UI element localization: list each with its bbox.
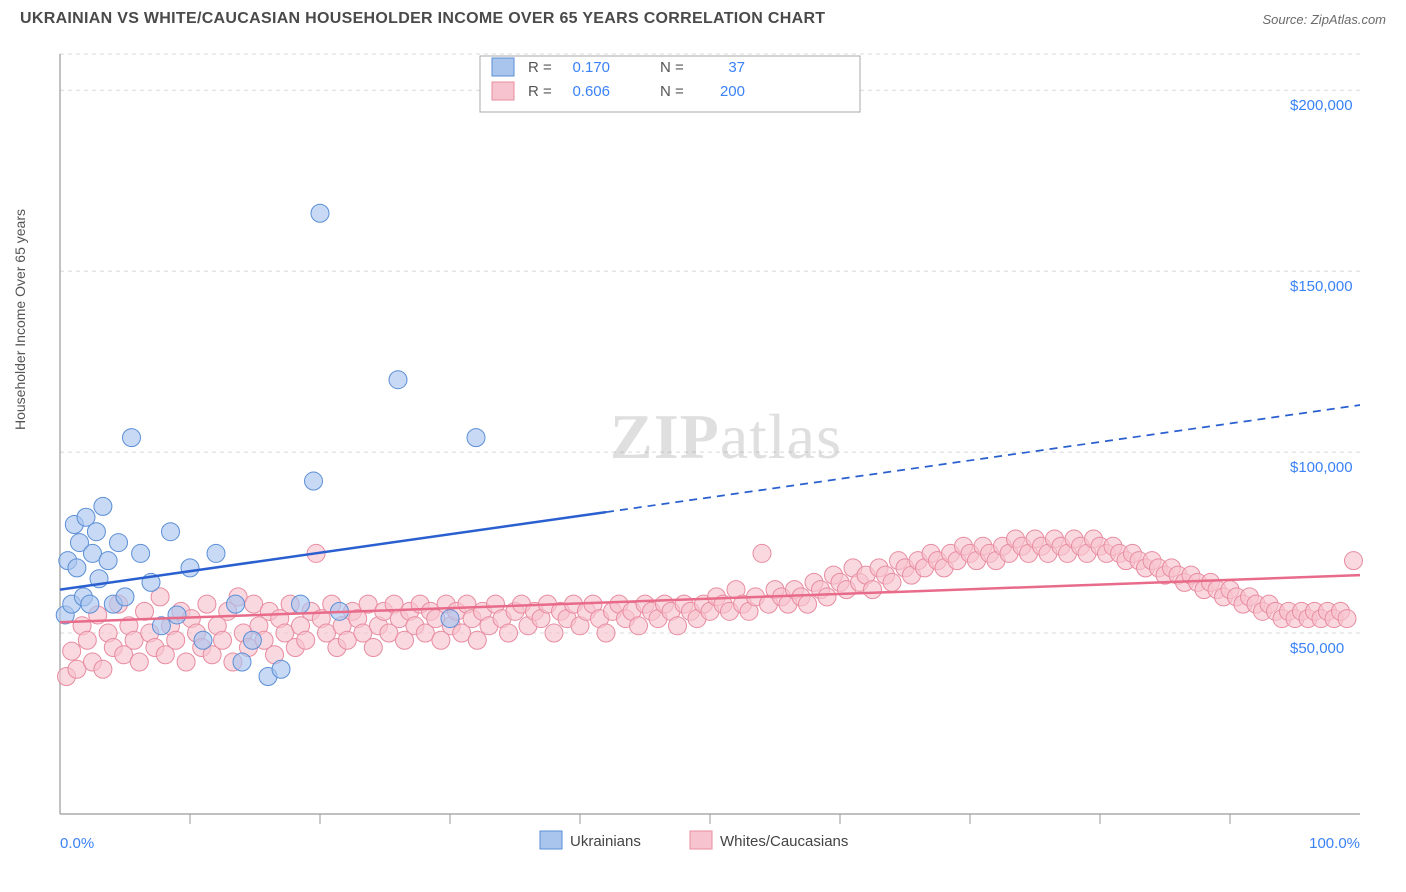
svg-text:0.606: 0.606 xyxy=(572,83,610,100)
svg-text:R =: R = xyxy=(528,59,552,76)
svg-text:Whites/Caucasians: Whites/Caucasians xyxy=(720,833,848,850)
svg-text:Ukrainians: Ukrainians xyxy=(570,833,641,850)
svg-text:100.0%: 100.0% xyxy=(1309,835,1360,852)
svg-text:R =: R = xyxy=(528,83,552,100)
svg-text:$150,000: $150,000 xyxy=(1290,278,1353,295)
svg-text:0.170: 0.170 xyxy=(572,59,610,76)
chart-source: Source: ZipAtlas.com xyxy=(1262,12,1386,27)
svg-text:0.0%: 0.0% xyxy=(60,835,94,852)
chart-title: UKRAINIAN VS WHITE/CAUCASIAN HOUSEHOLDER… xyxy=(20,10,825,28)
correlation-chart: $50,000 $100,000 $150,000 $200,000 0.0% 100.0… xyxy=(50,34,1380,874)
svg-text:$100,000: $100,000 xyxy=(1290,459,1353,476)
svg-text:$50,000: $50,000 xyxy=(1290,640,1344,657)
svg-text:N =: N = xyxy=(660,83,684,100)
svg-text:N =: N = xyxy=(660,59,684,76)
svg-text:37: 37 xyxy=(728,59,745,76)
y-axis-label: Householder Income Over 65 years xyxy=(12,209,28,430)
svg-text:$200,000: $200,000 xyxy=(1290,97,1353,114)
svg-text:200: 200 xyxy=(720,83,745,100)
